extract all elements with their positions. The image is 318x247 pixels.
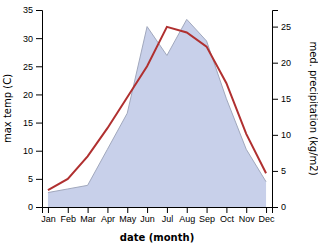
tick-mark — [36, 179, 42, 180]
x-axis-line — [43, 208, 273, 214]
tick-label: 25 — [281, 22, 291, 32]
tick-mark — [187, 207, 188, 213]
tick-mark — [246, 207, 247, 213]
precip-edge — [48, 19, 266, 192]
tick-mark — [36, 123, 42, 124]
y-axis: 0 5 10 15 20 25 30 35 — [23, 5, 43, 212]
tick-mark — [226, 207, 227, 213]
tick: 20 — [272, 58, 291, 68]
tick-mark — [127, 207, 128, 213]
tick: Jul — [162, 207, 174, 224]
tick-mark — [272, 171, 278, 172]
tick: Jun — [140, 207, 155, 224]
plot: Jan FebMar Apr MayJun Jul Aug Sep Oct NovDec 0 5 10… — [23, 5, 291, 224]
tick: Sep — [199, 207, 215, 224]
tick-mark — [36, 207, 42, 208]
tick-mark — [36, 10, 42, 11]
marks — [48, 19, 266, 207]
tick-label: 15 — [23, 118, 33, 128]
chart: Jan FebMar Apr MayJun Jul Aug Sep Oct NovDec 0 5 10… — [0, 0, 318, 247]
y2-axis-line — [273, 11, 279, 208]
x-axis-title: date (month) — [120, 232, 194, 243]
tick-mark — [36, 151, 42, 152]
tick-mark — [48, 207, 49, 213]
tick-label: 25 — [23, 62, 33, 72]
tick: Jan — [41, 207, 56, 224]
tick: 10 — [23, 146, 42, 156]
tick: 0 — [28, 202, 42, 212]
tick-label: Nov — [239, 214, 256, 224]
tick: Mar — [80, 207, 96, 224]
tick-label: 20 — [23, 90, 33, 100]
tick-label: Feb — [61, 214, 77, 224]
tick-label: 35 — [23, 5, 33, 15]
tick-mark — [36, 66, 42, 67]
tick-label: 20 — [281, 58, 291, 68]
tick-label: 10 — [23, 146, 33, 156]
tick-label: Apr — [101, 214, 115, 224]
tick-mark — [266, 207, 267, 213]
tick-mark — [272, 99, 278, 100]
tick-mark — [272, 207, 278, 208]
y-axis-title: max temp (C) — [2, 74, 13, 143]
tick: 0 — [272, 202, 286, 212]
y2-axis: 0 5 10 15 20 25 — [272, 11, 291, 213]
tick-label: 15 — [281, 94, 291, 104]
tick-mark — [272, 63, 278, 64]
tick-label: Dec — [259, 214, 276, 224]
tick-mark — [207, 207, 208, 213]
tick-label: Jan — [41, 214, 56, 224]
tick: 30 — [23, 34, 42, 44]
tick: Oct — [220, 207, 235, 224]
tick: Apr — [101, 207, 115, 224]
tick-label: 0 — [281, 202, 286, 212]
tick: 35 — [23, 5, 42, 15]
tick: 25 — [272, 22, 291, 32]
tick-mark — [68, 207, 69, 213]
tick-mark — [272, 27, 278, 28]
tick: 15 — [23, 118, 42, 128]
tick-label: 5 — [28, 174, 33, 184]
tick: 20 — [23, 90, 42, 100]
tick: 10 — [272, 130, 291, 140]
tick-mark — [36, 94, 42, 95]
x-axis: Jan FebMar Apr MayJun Jul Aug Sep Oct NovDec — [41, 207, 275, 224]
tick-label: Jul — [162, 214, 174, 224]
tick-label: 10 — [281, 130, 291, 140]
tick-mark — [107, 207, 108, 213]
tick-label: 5 — [281, 166, 286, 176]
tick-label: May — [119, 214, 137, 224]
tick-label: Sep — [199, 214, 215, 224]
tick-mark — [272, 135, 278, 136]
tick-mark — [147, 207, 148, 213]
precip-area — [48, 19, 266, 207]
y2-axis-title: med. precipitation (kg/m2) — [308, 41, 318, 175]
tick-mark — [88, 207, 89, 213]
temp-line — [48, 27, 266, 190]
tick: 5 — [272, 166, 286, 176]
tick: 25 — [23, 62, 42, 72]
tick-label: 30 — [23, 34, 33, 44]
tick: Aug — [179, 207, 195, 224]
tick-label: 0 — [28, 202, 33, 212]
y-axis-line — [36, 11, 43, 208]
tick-label: Oct — [220, 214, 235, 224]
tick-label: Mar — [80, 214, 96, 224]
tick-mark — [36, 38, 42, 39]
tick: Dec — [259, 207, 276, 224]
tick-label: Aug — [179, 214, 195, 224]
tick: 5 — [28, 174, 42, 184]
tick: Feb — [61, 207, 77, 224]
tick: 15 — [272, 94, 291, 104]
tick: May — [119, 207, 137, 224]
tick-mark — [167, 207, 168, 213]
tick: Nov — [239, 207, 256, 224]
tick-label: Jun — [140, 214, 155, 224]
